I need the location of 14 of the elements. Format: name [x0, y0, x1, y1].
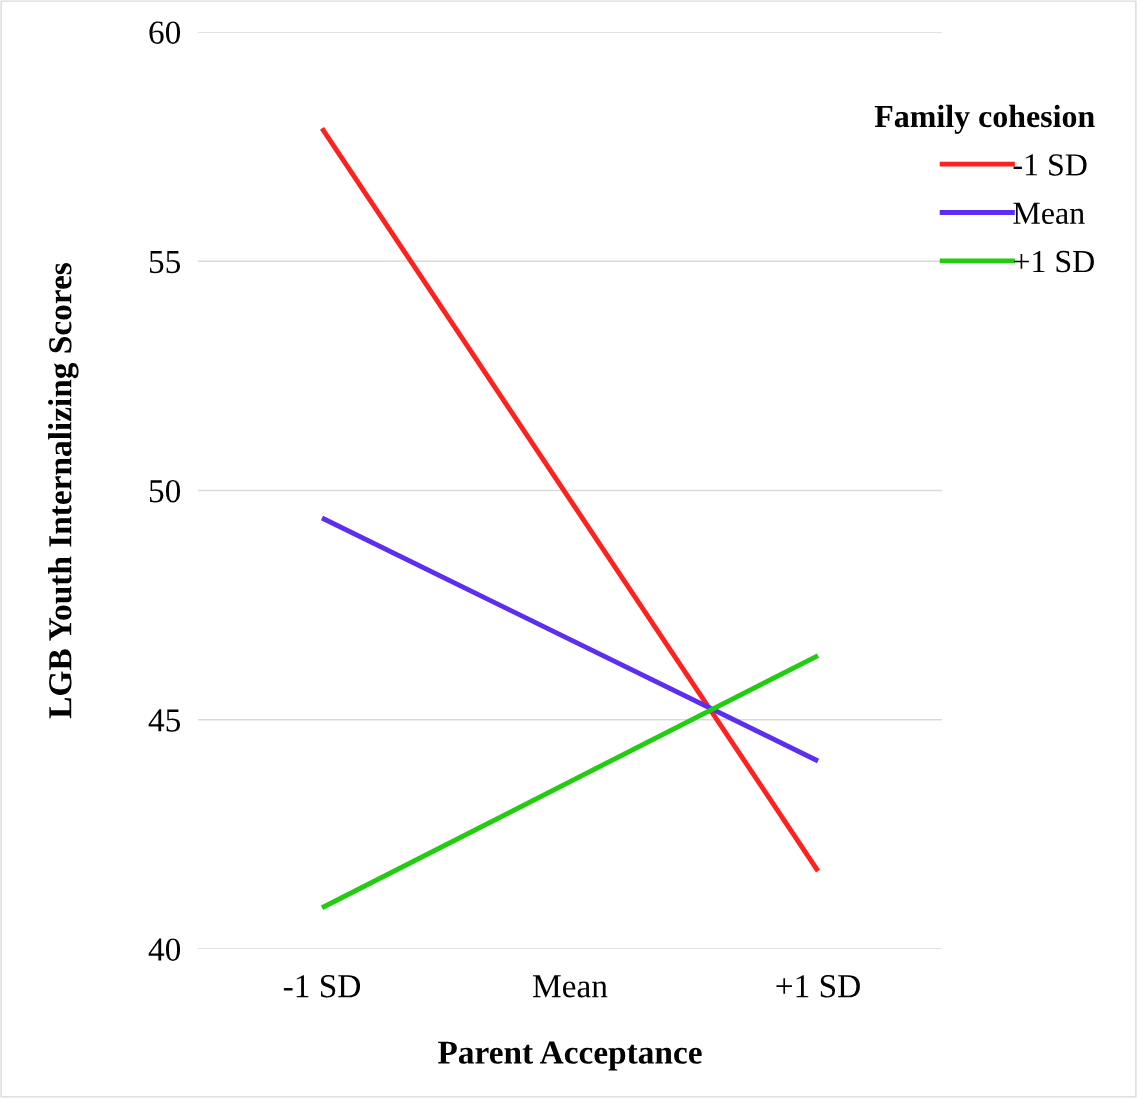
y-tick-label: 60 [149, 21, 181, 44]
legend-title: Family cohesion [874, 104, 1095, 134]
y-tick-label: 40 [148, 938, 181, 961]
x-tick-label: -1 SD [283, 975, 361, 998]
legend-label: +1 SD [1014, 250, 1094, 273]
y-tick-label: 50 [149, 479, 181, 503]
y-tick-label: 55 [149, 250, 181, 274]
legend-label: -1 SD [1013, 154, 1087, 176]
legend-label: Mean [1013, 202, 1085, 225]
y-axis-title: LGB Youth Internalizing Scores [48, 263, 79, 719]
x-axis-title: Parent Acceptance [438, 1041, 702, 1071]
x-tick-label: +1 SD [776, 975, 860, 998]
x-tick-label: Mean [533, 975, 608, 998]
y-tick-label: 45 [148, 709, 181, 732]
